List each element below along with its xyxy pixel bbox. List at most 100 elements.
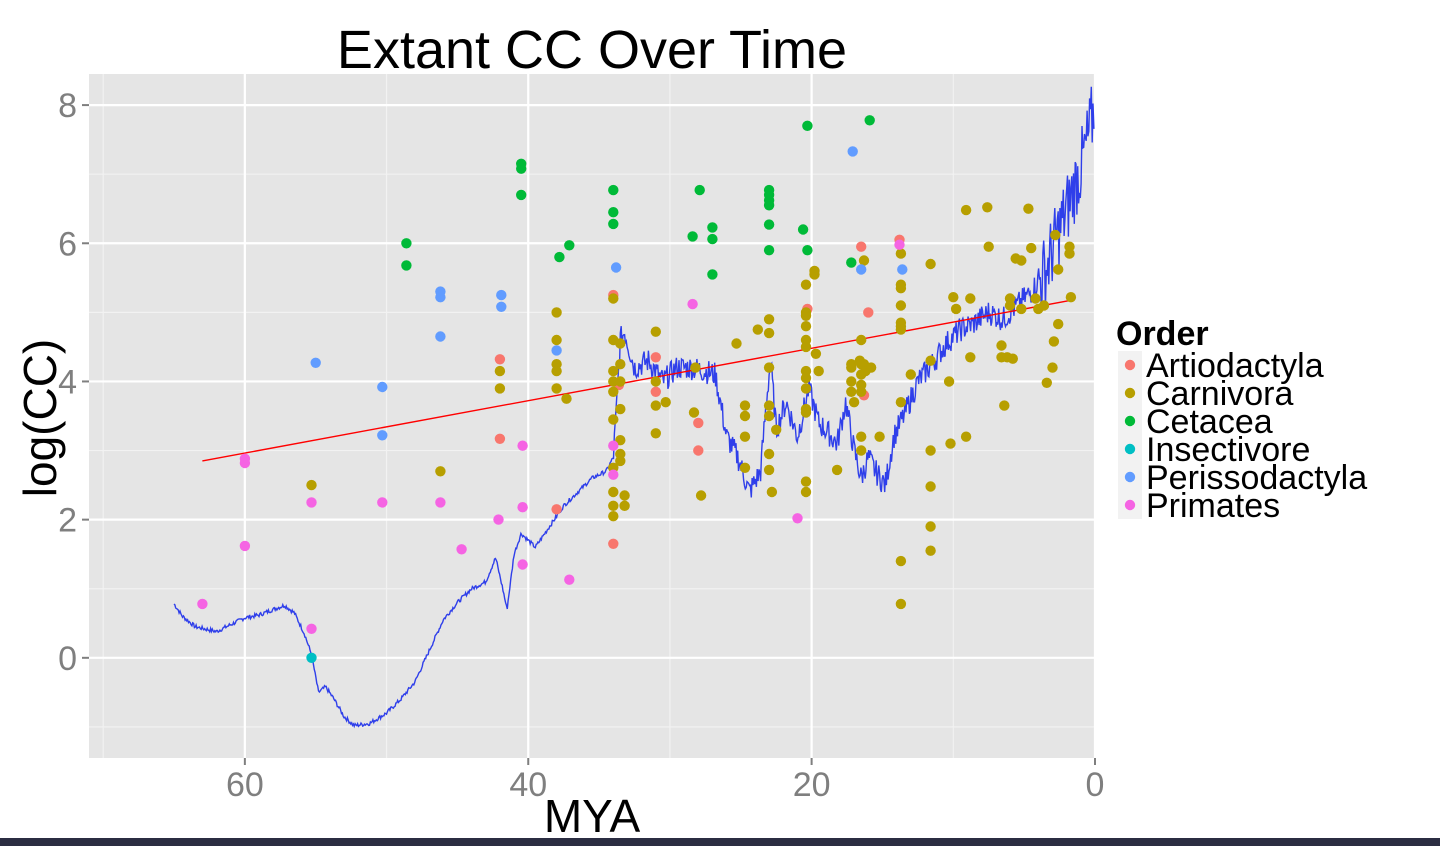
point-artiodactyla	[863, 307, 874, 318]
point-primates	[517, 440, 528, 451]
point-cetacea	[763, 200, 775, 211]
point-cetacea	[694, 184, 705, 196]
trend-curve	[173, 86, 1095, 729]
point-carnivora	[809, 269, 820, 280]
point-carnivora	[561, 393, 572, 404]
legend-label-carnivora: Carnivora	[1146, 375, 1293, 413]
point-carnivora	[1016, 255, 1027, 266]
point-carnivora	[800, 476, 812, 487]
point-cetacea	[401, 238, 412, 249]
point-carnivora	[895, 324, 907, 335]
point-primates	[197, 598, 208, 610]
point-carnivora	[1038, 300, 1050, 311]
point-carnivora	[925, 355, 936, 366]
point-carnivora	[948, 292, 959, 303]
x-tick-label: 60	[226, 766, 264, 804]
point-carnivora	[739, 431, 751, 442]
legend-label-perissodactyla: Perissodactyla	[1146, 459, 1367, 497]
legend-label-artiodactyla: Artiodactyla	[1146, 347, 1324, 385]
plot-panel	[89, 74, 1095, 758]
point-carnivora	[650, 400, 661, 411]
point-carnivora	[771, 424, 782, 435]
window-bottom-bar	[0, 838, 1440, 846]
point-cetacea	[608, 184, 619, 196]
point-primates	[456, 544, 467, 555]
point-cetacea	[707, 269, 718, 280]
point-carnivora	[982, 202, 993, 213]
point-primates	[517, 559, 528, 570]
point-carnivora	[846, 362, 857, 373]
point-carnivora	[690, 362, 701, 373]
point-carnivora	[1016, 303, 1027, 315]
point-primates	[608, 469, 619, 480]
point-carnivora	[619, 500, 630, 511]
point-carnivora	[800, 310, 812, 321]
point-cetacea	[608, 218, 619, 230]
point-cetacea	[802, 245, 813, 256]
point-carnivora	[615, 376, 626, 387]
point-carnivora	[865, 362, 877, 373]
point-carnivora	[650, 326, 661, 337]
point-carnivora	[895, 598, 907, 610]
legend-title: Order	[1116, 315, 1209, 353]
point-carnivora	[619, 490, 630, 501]
point-carnivora	[960, 204, 972, 216]
point-carnivora	[494, 383, 506, 394]
point-artiodactyla	[650, 352, 661, 363]
point-carnivora	[551, 365, 562, 377]
point-perissodactyla	[435, 331, 446, 342]
point-primates	[564, 574, 575, 585]
point-carnivora	[846, 386, 857, 397]
point-carnivora	[695, 490, 707, 501]
point-carnivora	[800, 407, 812, 418]
point-carnivora	[763, 327, 775, 339]
point-cetacea	[554, 251, 565, 263]
point-artiodactyla	[608, 538, 619, 549]
point-cetacea	[707, 222, 718, 233]
point-carnivora	[965, 293, 976, 304]
point-carnivora	[763, 314, 775, 325]
point-carnivora	[856, 334, 867, 346]
point-perissodactyla	[496, 301, 507, 312]
point-carnivora	[615, 359, 626, 370]
point-cetacea	[401, 260, 412, 271]
point-carnivora	[874, 431, 885, 442]
point-cetacea	[797, 224, 809, 235]
legend-marker-artiodactyla	[1124, 359, 1136, 371]
y-tick-label: 2	[58, 502, 77, 540]
point-carnivora	[1004, 300, 1016, 311]
point-carnivora	[895, 283, 907, 294]
point-carnivora	[800, 279, 812, 290]
point-perissodactyla	[856, 264, 867, 275]
point-carnivora	[608, 414, 619, 425]
point-carnivora	[763, 362, 775, 373]
legend-marker-perissodactyla	[1124, 471, 1136, 483]
legend-marker-carnivora	[1124, 387, 1136, 399]
point-carnivora	[739, 410, 751, 422]
point-carnivora	[858, 255, 870, 266]
point-carnivora	[766, 486, 778, 498]
point-carnivora	[688, 407, 700, 418]
point-carnivora	[1041, 377, 1053, 388]
point-carnivora	[1065, 292, 1077, 303]
point-insectivore	[306, 652, 317, 663]
point-carnivora	[731, 338, 742, 349]
x-tick-label: 40	[509, 766, 547, 804]
x-tick-label: 20	[793, 766, 831, 804]
point-carnivora	[943, 376, 955, 387]
point-carnivora	[739, 462, 751, 473]
point-carnivora	[960, 431, 972, 442]
y-tick-label: 8	[58, 87, 77, 125]
point-cetacea	[516, 163, 527, 174]
point-carnivora	[983, 241, 994, 252]
point-artiodactyla	[650, 386, 661, 397]
point-carnivora	[615, 338, 626, 349]
point-perissodactyla	[310, 357, 321, 368]
point-carnivora	[660, 397, 671, 408]
point-perissodactyla	[377, 430, 388, 441]
point-primates	[239, 540, 251, 552]
point-artiodactyla	[494, 354, 506, 365]
point-primates	[306, 497, 317, 508]
point-carnivora	[895, 397, 907, 408]
